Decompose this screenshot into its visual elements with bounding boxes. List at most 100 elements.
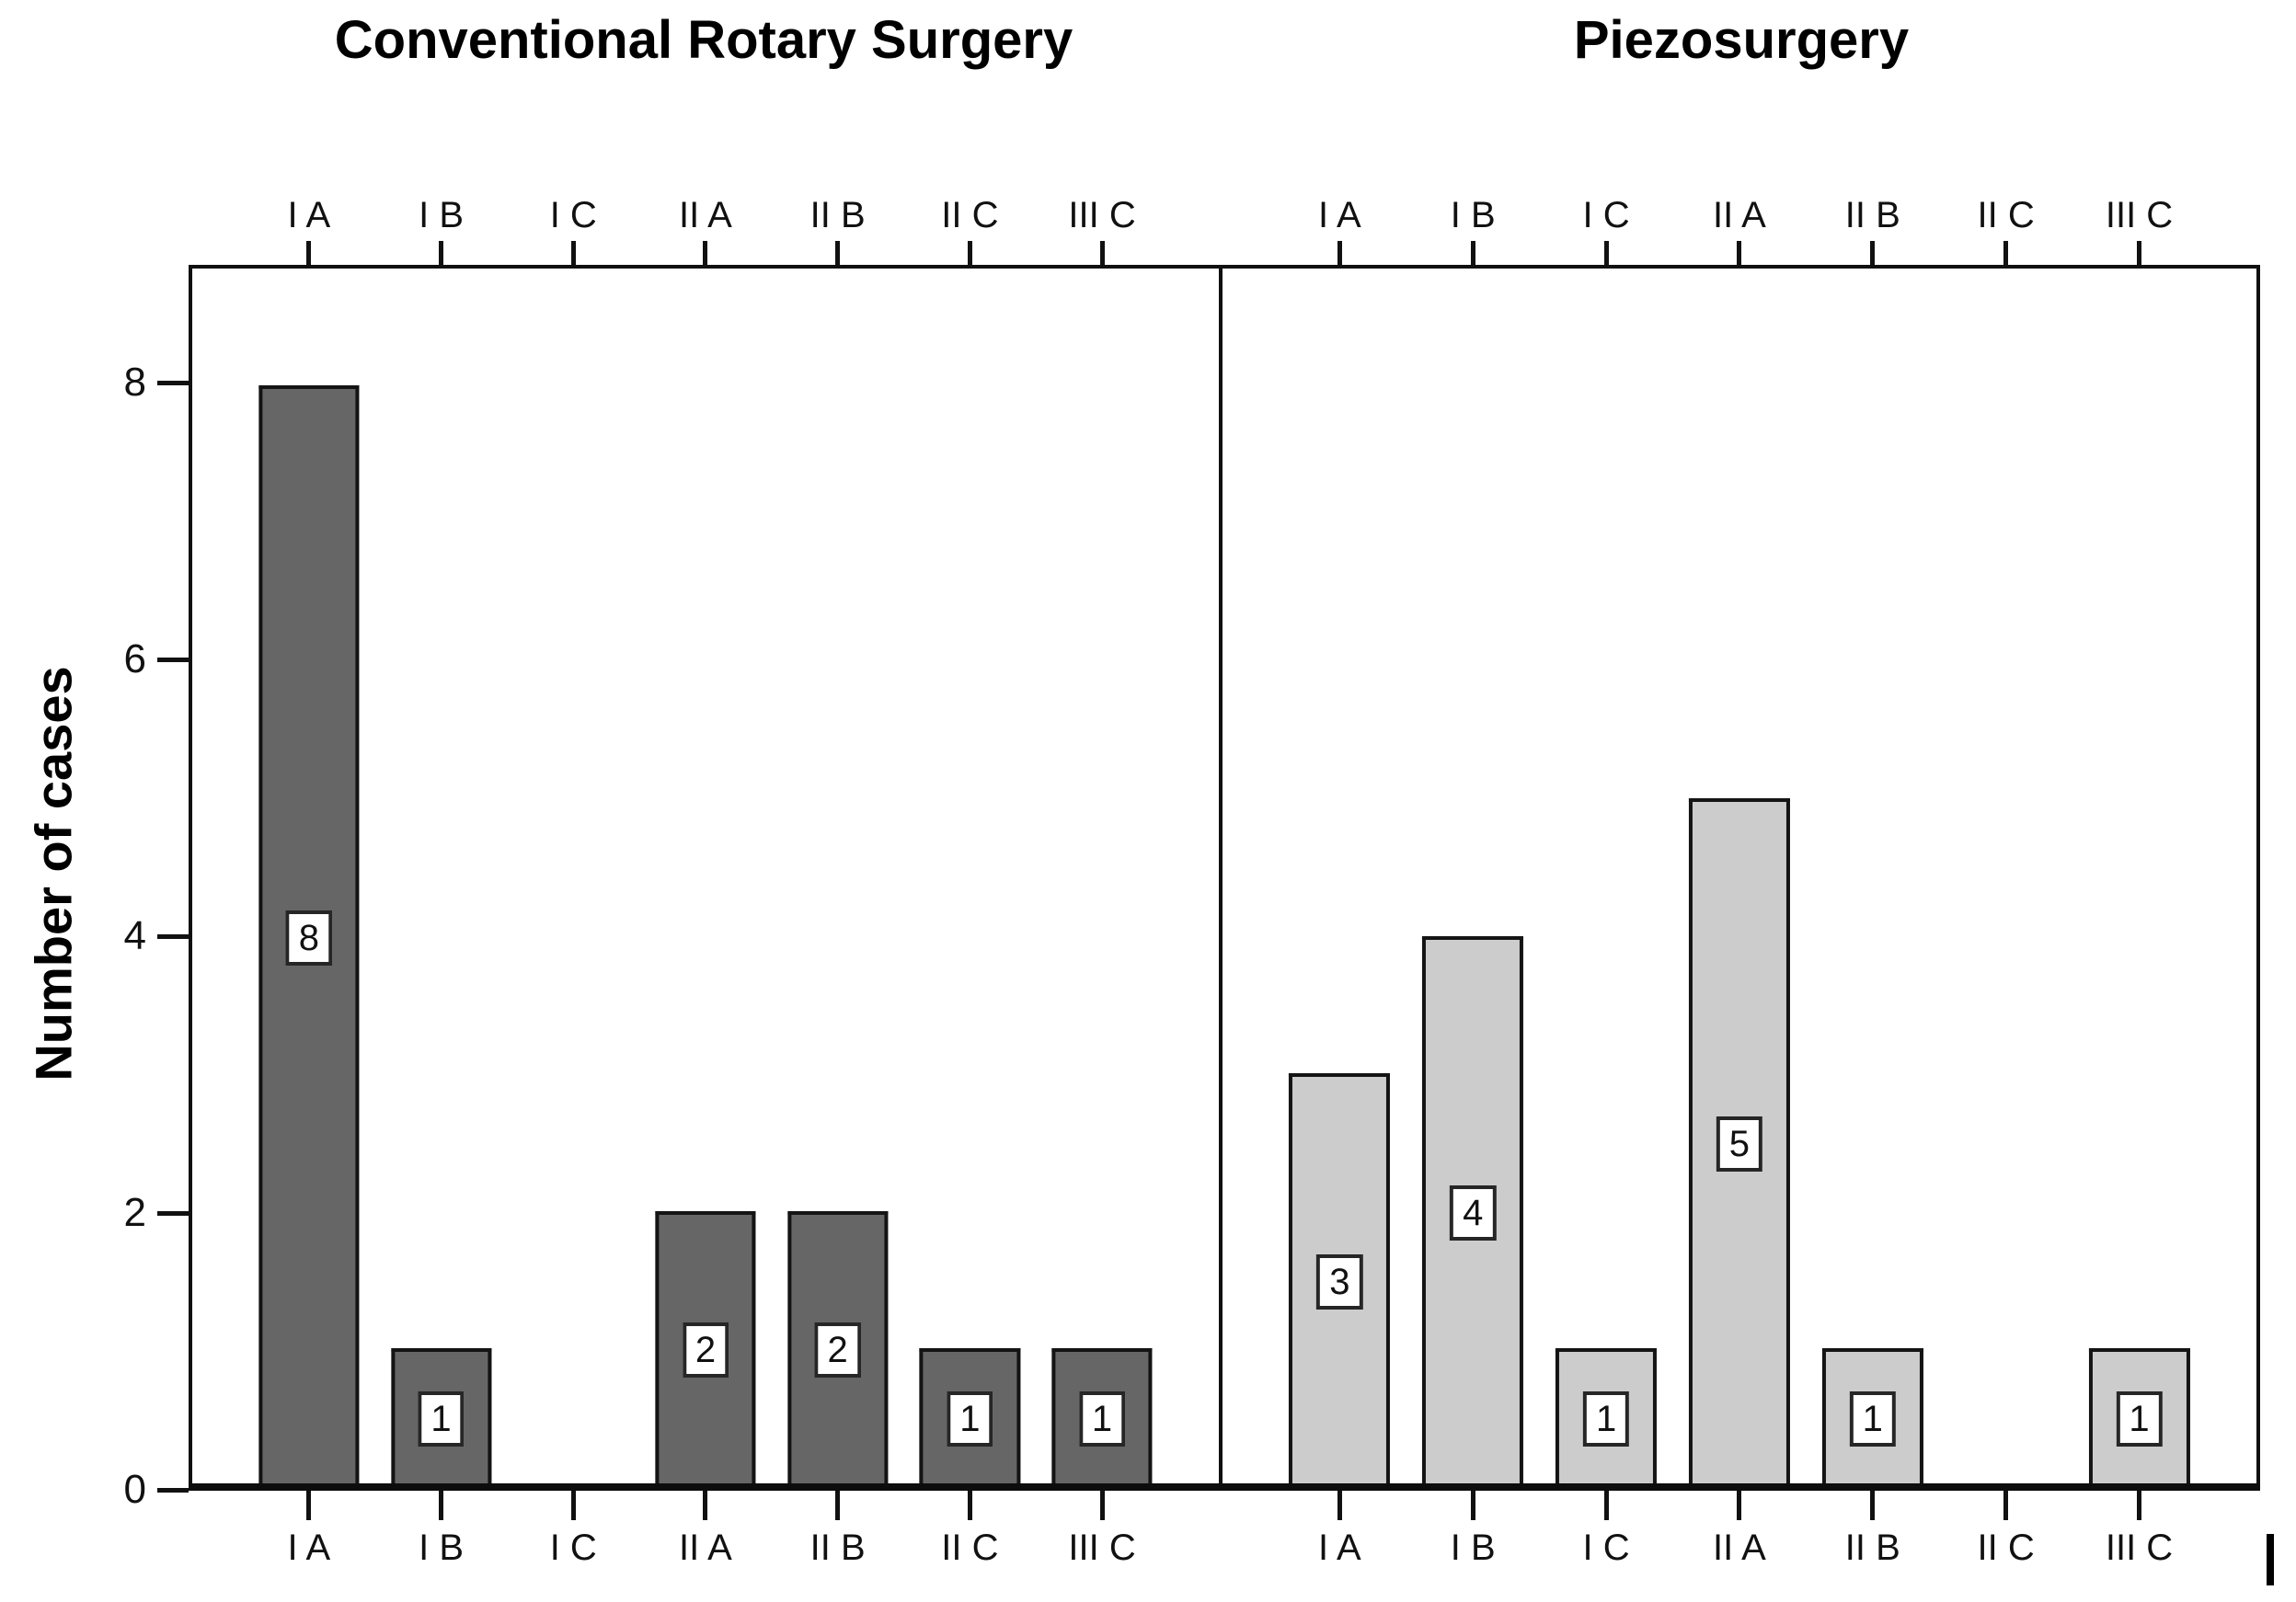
top-axis-column: I C — [507, 197, 639, 265]
bar: 2 — [655, 1210, 756, 1486]
top-x-tick — [1099, 241, 1105, 265]
bottom-category-label: I B — [1450, 1528, 1496, 1568]
top-x-tick — [1737, 241, 1742, 265]
top-x-tick — [1870, 241, 1876, 265]
top-category-label: II C — [1977, 195, 2035, 235]
bar-value-label: 4 — [1450, 1184, 1497, 1241]
top-axis-column: II C — [1939, 197, 2072, 265]
bottom-x-tick — [1099, 1491, 1105, 1520]
category-column: 5 — [1673, 269, 1807, 1486]
bottom-x-tick — [570, 1491, 576, 1520]
bottom-axis-right: I A I B I C II A II B II C III C — [1219, 1491, 2256, 1586]
bottom-x-tick — [1737, 1491, 1742, 1520]
category-column: 8 — [243, 269, 375, 1486]
bottom-x-tick — [835, 1491, 841, 1520]
text-cursor-artifact — [2267, 1534, 2274, 1585]
y-tick-label: 0 — [123, 1467, 146, 1512]
top-axis-column: II A — [1673, 197, 1807, 265]
top-category-label: II A — [1713, 195, 1766, 235]
bar: 1 — [1556, 1348, 1658, 1486]
bar-value-label: 1 — [1582, 1391, 1630, 1448]
category-column: 1 — [375, 269, 508, 1486]
top-x-tick — [703, 241, 708, 265]
bottom-axis-column: III C — [2072, 1491, 2206, 1586]
bar-value-label: 8 — [285, 910, 332, 966]
bar: 1 — [1051, 1348, 1153, 1486]
top-x-tick — [439, 241, 444, 265]
y-tick-label: 8 — [123, 359, 146, 405]
top-category-label: II B — [1844, 195, 1900, 235]
y-tick-label: 2 — [123, 1189, 146, 1235]
top-category-label: II A — [679, 195, 732, 235]
bottom-category-label: II B — [1844, 1528, 1900, 1568]
top-axis-column: I B — [375, 197, 508, 265]
bar-value-label: 3 — [1316, 1253, 1363, 1310]
top-axis-column: II A — [639, 197, 772, 265]
category-column: 1 — [1036, 269, 1168, 1486]
bottom-axis-column: I A — [243, 1491, 375, 1586]
bottom-category-label: III C — [1068, 1528, 1136, 1568]
y-axis: 0 2 4 6 8 — [115, 265, 189, 1510]
top-axis-column: III C — [2072, 197, 2206, 265]
bar: 5 — [1688, 797, 1790, 1486]
bar: 3 — [1289, 1073, 1391, 1486]
top-x-tick — [1337, 241, 1342, 265]
y-tick — [157, 657, 189, 662]
category-column: 2 — [772, 269, 904, 1486]
top-axis-column: I B — [1406, 197, 1540, 265]
bottom-category-label: I B — [419, 1528, 464, 1568]
y-tick-label: 6 — [123, 635, 146, 681]
top-category-label: I A — [1318, 195, 1361, 235]
bottom-category-label: II C — [1977, 1528, 2035, 1568]
bottom-axis-column: III C — [1036, 1491, 1168, 1586]
bottom-axis-column: I B — [1406, 1491, 1540, 1586]
top-category-label: I C — [549, 195, 597, 235]
top-x-tick — [835, 241, 841, 265]
top-axis-column: I A — [1273, 197, 1406, 265]
y-tick — [157, 380, 189, 385]
top-x-tick — [2003, 241, 2009, 265]
top-x-tick — [1470, 241, 1475, 265]
top-category-label: II B — [809, 195, 866, 235]
bottom-axis-column: I B — [375, 1491, 508, 1586]
y-tick-label: 4 — [123, 912, 146, 958]
y-axis-title: Number of cases — [24, 666, 83, 1081]
top-axis-column: I A — [243, 197, 375, 265]
bottom-category-label: III C — [2105, 1528, 2174, 1568]
y-tick — [157, 933, 189, 939]
bottom-axis-column: II B — [1806, 1491, 1939, 1586]
top-axis: I A I B I C II A II B II C III C I A I B I C II A… — [192, 197, 2256, 265]
bottom-axis-left: I A I B I C II A II B II C III C — [192, 1491, 1219, 1586]
top-category-label: I C — [1582, 195, 1630, 235]
bar-value-label: 1 — [1078, 1391, 1126, 1448]
bottom-axis-column: II A — [1673, 1491, 1807, 1586]
bar: 1 — [2088, 1348, 2190, 1486]
bar: 4 — [1422, 935, 1524, 1486]
bottom-category-label: I A — [1318, 1528, 1361, 1568]
bottom-x-tick — [2003, 1491, 2009, 1520]
bottom-x-tick — [1337, 1491, 1342, 1520]
bottom-x-tick — [703, 1491, 708, 1520]
y-tick — [157, 1210, 189, 1216]
bottom-x-tick — [1870, 1491, 1876, 1520]
bottom-category-label: II B — [809, 1528, 866, 1568]
bottom-x-tick — [306, 1491, 312, 1520]
bar-value-label: 1 — [947, 1391, 993, 1448]
bottom-axis: I A I B I C II A II B II C III C I A I B I C II A… — [192, 1491, 2256, 1586]
category-column: 3 — [1273, 269, 1406, 1486]
top-axis-column: II B — [772, 197, 904, 265]
top-x-tick — [2137, 241, 2142, 265]
top-category-label: II C — [941, 195, 999, 235]
bottom-axis-column: I C — [507, 1491, 639, 1586]
bottom-x-tick — [1603, 1491, 1609, 1520]
bar-value-label: 1 — [1849, 1391, 1896, 1448]
bottom-category-label: I A — [287, 1528, 331, 1568]
chart-frame: 8 1 2 2 1 1 3 4 1 5 1 1 — [189, 265, 2260, 1490]
bar: 8 — [258, 385, 360, 1486]
category-column: 1 — [2072, 269, 2206, 1486]
bottom-x-tick — [439, 1491, 444, 1520]
category-column: 1 — [1540, 269, 1673, 1486]
panel-title-piezosurgery: Piezosurgery — [1573, 10, 1910, 70]
bottom-axis-column: II C — [1939, 1491, 2072, 1586]
bar: 1 — [1821, 1348, 1923, 1486]
